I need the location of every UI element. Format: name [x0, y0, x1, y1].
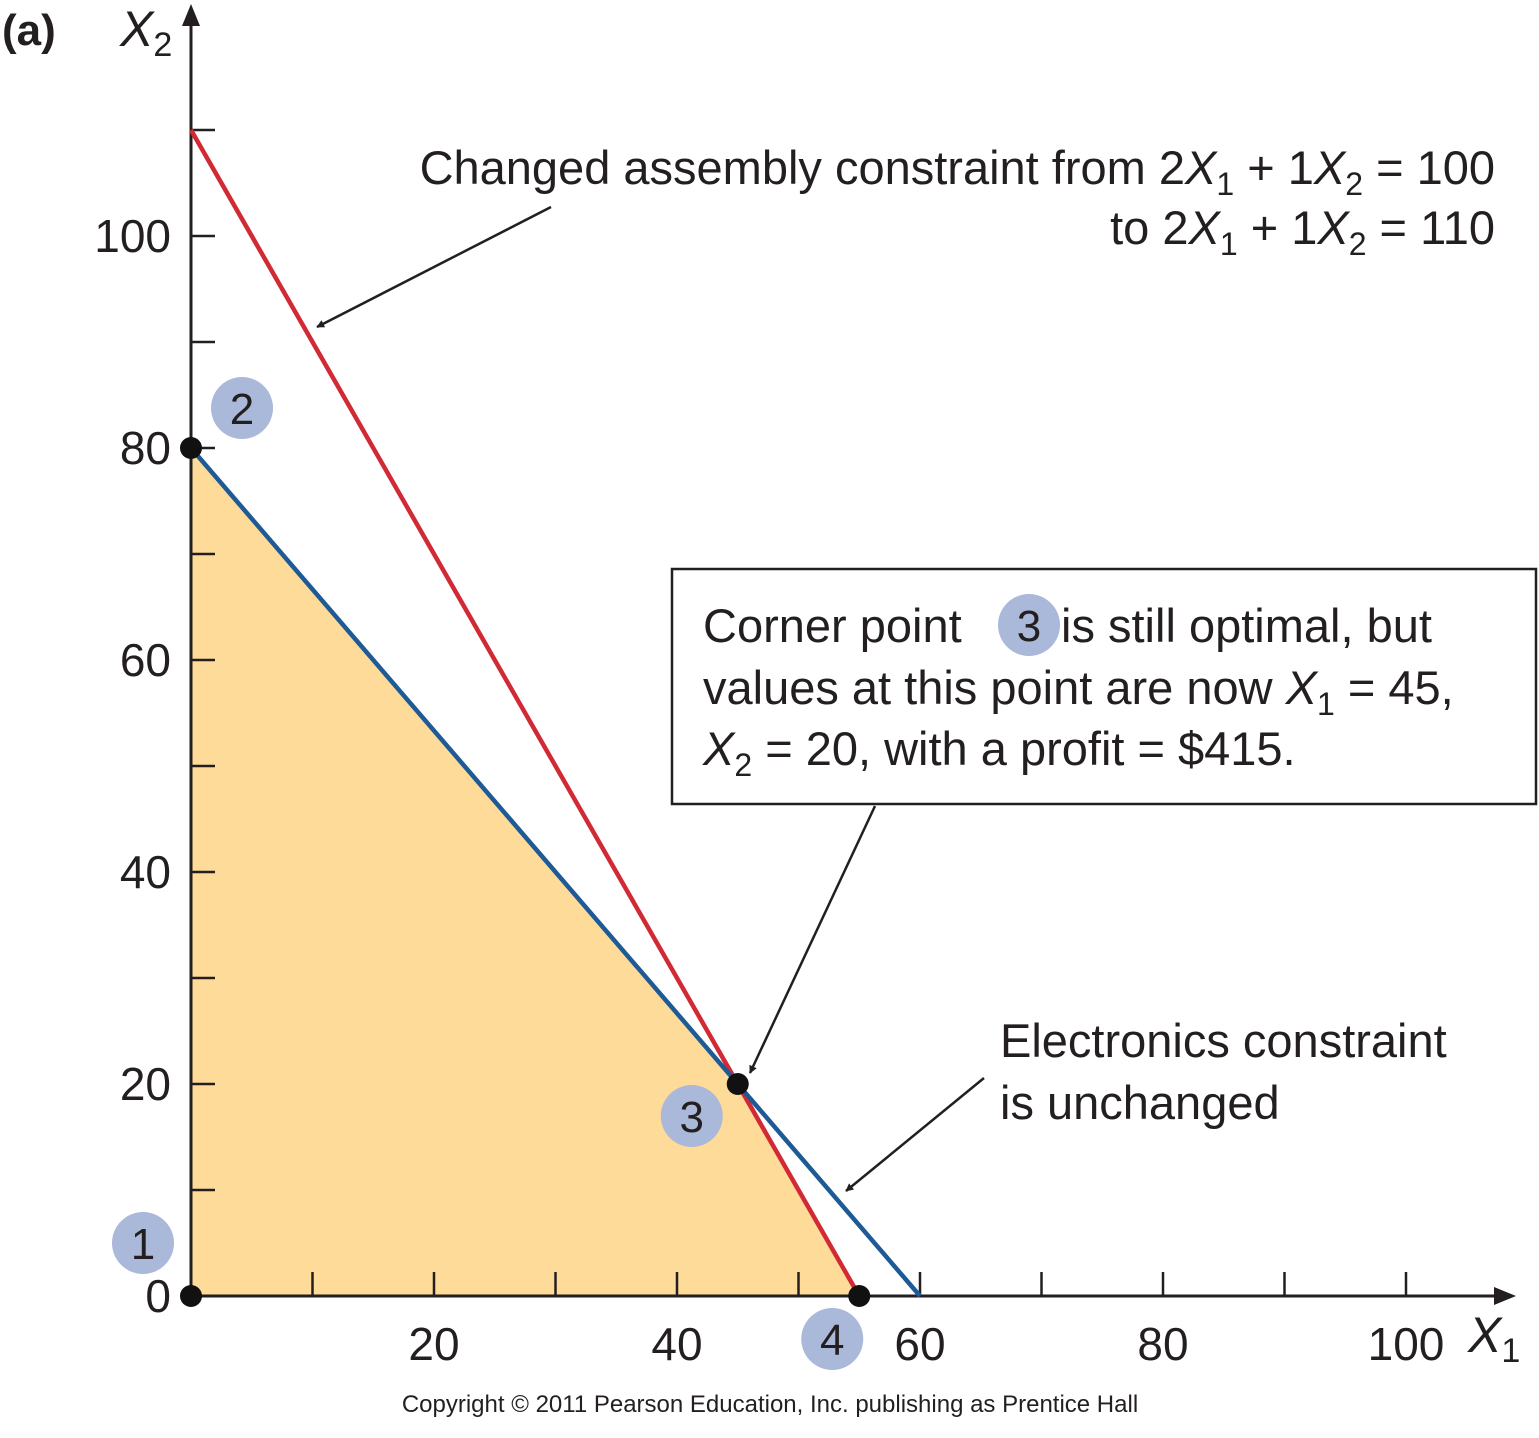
series-assembly-constraint-line — [189, 128, 862, 1298]
copyright-notice: Copyright © 2011 Pearson Education, Inc.… — [402, 1391, 1138, 1418]
corner-badge-label-3: 3 — [680, 1093, 704, 1142]
x-tick-label-20: 20 — [408, 1318, 459, 1370]
optimal-callout-badge — [998, 594, 1060, 656]
assembly-annotation-line2-x2-sub: 2 — [1349, 226, 1367, 262]
optimal-callout-line3-x2: X — [702, 722, 736, 775]
electronics-annotation-arrow — [845, 1077, 985, 1192]
optimal-callout-line2-x1-sub: 1 — [1317, 686, 1335, 722]
x-axis-arrow — [1494, 1287, 1516, 1305]
axis-ticks — [191, 128, 1408, 1296]
panel-label: (a) — [2, 6, 56, 55]
assembly-annotation-line1-x1: X — [1184, 141, 1218, 194]
corner-badge-3 — [660, 1085, 723, 1147]
corner-badge-1 — [112, 1212, 174, 1274]
x-axis-title-sub: 1 — [1501, 1332, 1520, 1370]
y-axis-title-sub: 2 — [153, 26, 172, 64]
y-tick-label-20: 20 — [120, 1058, 171, 1110]
assembly-annotation-line2-a: to 2 — [1110, 201, 1188, 254]
corner-point-3 — [726, 1073, 749, 1095]
corner-point-4 — [848, 1285, 871, 1307]
assembly-annotation-line1-c: = 100 — [1363, 141, 1495, 194]
y-tick-label-0: 0 — [145, 1270, 171, 1322]
assembly-annotation-line2-c: = 110 — [1367, 201, 1496, 254]
electronics-annotation-line2: is unchanged — [1000, 1076, 1280, 1129]
optimal-callout-line2-a: values at this point are now — [703, 661, 1286, 714]
assembly-annotation-line1-x2: X — [1313, 141, 1347, 194]
assembly-annotation-line1-b: + 1 — [1234, 141, 1314, 194]
x-axis-title: X1 — [1467, 1307, 1520, 1370]
assembly-annotation-line2-x1-sub: 1 — [1220, 226, 1238, 262]
corner-point-2 — [180, 437, 202, 459]
assembly-annotation-line1-x1-sub: 1 — [1216, 166, 1234, 202]
assembly-annotation-line1-x2-sub: 2 — [1345, 166, 1363, 202]
optimal-callout-line2: values at this point are now X1 = 45, — [703, 661, 1454, 722]
optimal-callout-line3-a: = 20, with a profit = $415. — [752, 722, 1295, 775]
assembly-annotation-line2-x2: X — [1316, 201, 1350, 254]
optimal-callout-line2-x1: X — [1285, 661, 1319, 714]
optimal-callout-line1-a: Corner point — [703, 599, 962, 652]
optimal-callout-line3: X2 = 20, with a profit = $415. — [702, 722, 1296, 783]
corner-point-1 — [180, 1285, 202, 1307]
y-axis-title: X2 — [119, 1, 172, 64]
assembly-annotation-line2-x1: X — [1187, 201, 1221, 254]
assembly-annotation-line1-a: Changed assembly constraint from 2 — [420, 141, 1185, 194]
assembly-annotation-line2: to 2X1 + 1X2 = 110 — [1110, 201, 1495, 262]
optimal-callout-box — [670, 567, 1538, 806]
feasible-region — [191, 448, 860, 1296]
corner-badge-label-2: 2 — [230, 385, 254, 434]
electronics-annotation-line1: Electronics constraint — [1000, 1014, 1447, 1067]
axis-tick-labels: 20 40 60 80 100 0 20 40 60 80 100 — [94, 210, 1444, 1370]
y-tick-label-60: 60 — [120, 634, 171, 686]
y-axis-arrow — [182, 4, 200, 26]
optimal-callout-line2-b: = 45, — [1335, 661, 1454, 714]
corner-badge-4 — [801, 1308, 864, 1370]
y-tick-label-40: 40 — [120, 846, 171, 898]
series-electronics-constraint-line — [189, 446, 922, 1298]
optimal-callout-line1-b: is still optimal, but — [1061, 599, 1432, 652]
y-tick-label-100: 100 — [94, 210, 171, 262]
assembly-annotation-line2-b: + 1 — [1238, 201, 1318, 254]
y-axis-title-var: X — [119, 1, 155, 57]
x-tick-label-80: 80 — [1137, 1318, 1188, 1370]
optimal-callout-line1: Corner point — [703, 599, 962, 652]
corner-badge-label-1: 1 — [131, 1220, 155, 1269]
corner-badge-2 — [211, 377, 273, 439]
corner-badge-label-4: 4 — [820, 1316, 844, 1365]
optimal-callout-line3-x2-sub: 2 — [734, 747, 752, 783]
assembly-annotation-arrow — [316, 205, 552, 329]
assembly-annotation-line1: Changed assembly constraint from 2X1 + 1… — [420, 141, 1495, 202]
x-axis-title-var: X — [1467, 1307, 1503, 1363]
optimal-callout-badge-text: 3 — [1017, 602, 1041, 651]
optimal-callout-arrow — [748, 805, 877, 1074]
x-tick-label-60: 60 — [894, 1318, 945, 1370]
x-tick-label-100: 100 — [1368, 1318, 1445, 1370]
x-tick-label-40: 40 — [651, 1318, 702, 1370]
corner-points: 1 2 3 4 — [112, 377, 871, 1370]
y-tick-label-80: 80 — [120, 422, 171, 474]
